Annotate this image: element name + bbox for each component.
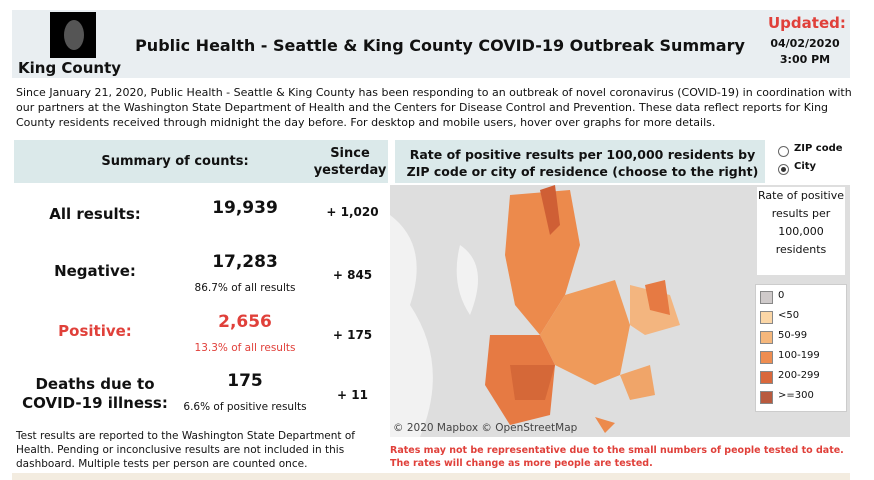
footnote: Test results are reported to the Washing… <box>16 430 355 470</box>
intro: Since January 21, 2020, Public Health - … <box>16 86 852 129</box>
row-note: 86.7% of all results <box>194 282 296 294</box>
row-label: All results: <box>49 205 141 223</box>
warning: Rates may not be representative due to t… <box>390 445 844 469</box>
legend-title: Rate of positive results per 100,000 res… <box>757 187 845 275</box>
updated-label: Updated: <box>768 14 846 32</box>
logo-text: King County <box>18 59 122 77</box>
row-value: 175 <box>227 371 263 391</box>
title: Public Health - Seattle & King County CO… <box>135 36 745 55</box>
legend-swatch <box>760 371 773 384</box>
row-change: + 1,020 <box>326 205 379 219</box>
summary-header <box>14 140 388 183</box>
row-value: 19,939 <box>212 198 278 218</box>
legend-swatch <box>760 311 773 324</box>
legend-label: 200-299 <box>778 370 820 381</box>
option-label: ZIP code <box>794 143 843 154</box>
header-band <box>12 10 850 78</box>
option-label: City <box>794 161 817 172</box>
map-title: Rate of positive results per 100,000 res… <box>406 147 759 179</box>
legend-label: 50-99 <box>778 330 808 341</box>
row-change: + 845 <box>332 268 373 282</box>
row-note: 6.6% of positive results <box>183 401 307 413</box>
summary-heading: Summary of counts: <box>101 154 249 169</box>
legend: 0 <50 50-99 100-199 200-299 >=300 <box>755 284 847 412</box>
legend-swatch <box>760 291 773 304</box>
legend-swatch <box>760 351 773 364</box>
map-header <box>395 140 765 183</box>
legend-label: 0 <box>778 290 785 301</box>
legend-swatch <box>760 391 773 404</box>
row-note: 13.3% of all results <box>194 342 296 354</box>
row-label: Negative: <box>54 262 136 280</box>
since-heading: Since yesterday <box>313 146 387 178</box>
radio[interactable] <box>778 146 789 157</box>
attribution: © 2020 Mapbox © OpenStreetMap <box>393 422 578 434</box>
row-change: + 11 <box>337 388 368 402</box>
time: 3:00 PM <box>779 53 831 66</box>
row-value: 17,283 <box>212 252 278 272</box>
logo <box>50 12 96 58</box>
legend-label: <50 <box>778 310 800 321</box>
radio-dot <box>781 167 786 172</box>
row-value: 2,656 <box>218 312 272 332</box>
legend-label: >=300 <box>778 390 814 401</box>
legend-swatch <box>760 331 773 344</box>
row-label: Positive: <box>58 322 132 340</box>
legend-label: 100-199 <box>778 350 820 361</box>
bottom-band <box>12 473 850 480</box>
date: 04/02/2020 <box>770 37 840 50</box>
row-label: Deaths due to COVID-19 illness: <box>22 375 168 412</box>
row-change: + 175 <box>332 328 373 342</box>
